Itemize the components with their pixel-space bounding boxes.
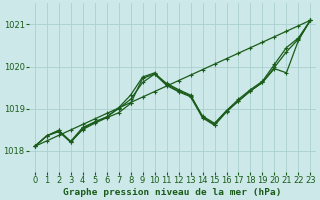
X-axis label: Graphe pression niveau de la mer (hPa): Graphe pression niveau de la mer (hPa) <box>63 188 282 197</box>
